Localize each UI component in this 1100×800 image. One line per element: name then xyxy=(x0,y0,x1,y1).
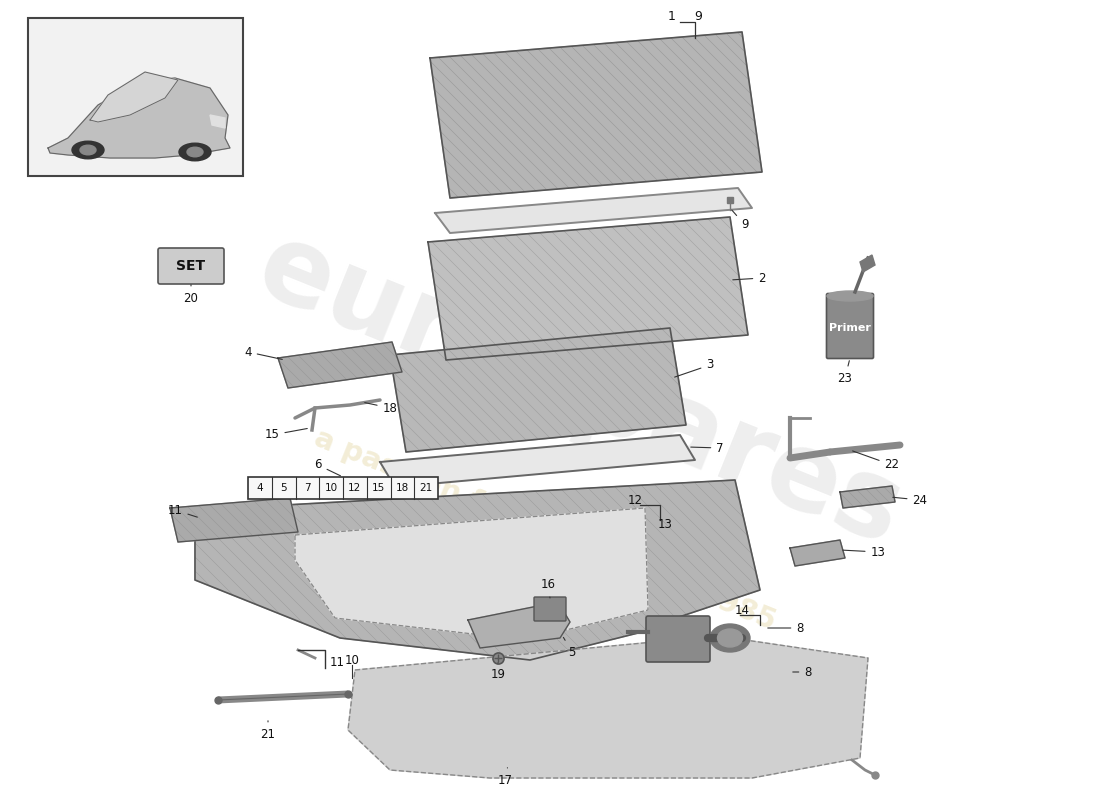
Ellipse shape xyxy=(80,146,96,154)
Polygon shape xyxy=(170,498,298,542)
Text: 12: 12 xyxy=(627,494,642,506)
Text: 20: 20 xyxy=(184,285,198,305)
Ellipse shape xyxy=(187,147,204,157)
Polygon shape xyxy=(430,32,762,198)
Polygon shape xyxy=(428,217,748,360)
Ellipse shape xyxy=(72,141,104,158)
Text: 11: 11 xyxy=(167,503,197,517)
Polygon shape xyxy=(840,486,895,508)
Ellipse shape xyxy=(717,629,743,647)
Text: 13: 13 xyxy=(843,546,886,558)
Polygon shape xyxy=(210,115,225,128)
Text: SET: SET xyxy=(176,259,206,273)
Text: 15: 15 xyxy=(265,429,307,442)
Text: 22: 22 xyxy=(852,451,900,471)
Text: 7: 7 xyxy=(691,442,724,454)
Text: a passion for parts since 1985: a passion for parts since 1985 xyxy=(310,424,780,636)
Text: eurospares: eurospares xyxy=(242,213,917,567)
Polygon shape xyxy=(90,72,178,122)
Text: 16: 16 xyxy=(540,578,556,598)
Polygon shape xyxy=(348,636,868,778)
Polygon shape xyxy=(390,328,686,452)
Text: 23: 23 xyxy=(837,361,852,385)
Text: 9: 9 xyxy=(732,210,749,231)
Text: 8: 8 xyxy=(768,622,804,634)
Text: 10: 10 xyxy=(344,654,360,666)
Ellipse shape xyxy=(827,291,873,301)
Polygon shape xyxy=(195,480,760,660)
Text: 19: 19 xyxy=(491,662,506,682)
Text: 8: 8 xyxy=(793,666,812,678)
Text: 12: 12 xyxy=(349,483,362,493)
FancyBboxPatch shape xyxy=(158,248,224,284)
Text: 9: 9 xyxy=(694,10,702,23)
FancyBboxPatch shape xyxy=(534,597,566,621)
Text: 21: 21 xyxy=(419,483,432,493)
Ellipse shape xyxy=(179,143,211,161)
Text: 10: 10 xyxy=(324,483,338,493)
Text: 21: 21 xyxy=(261,721,275,741)
Polygon shape xyxy=(434,188,752,233)
Polygon shape xyxy=(379,435,695,487)
Polygon shape xyxy=(860,255,875,272)
Text: 13: 13 xyxy=(658,518,672,531)
Polygon shape xyxy=(278,342,402,388)
Text: 3: 3 xyxy=(674,358,714,377)
Text: 4: 4 xyxy=(256,483,263,493)
Text: 7: 7 xyxy=(304,483,310,493)
Text: 18: 18 xyxy=(365,402,397,414)
Text: Primer: Primer xyxy=(829,323,871,333)
Text: 11: 11 xyxy=(330,655,345,669)
FancyBboxPatch shape xyxy=(826,294,873,358)
Text: 14: 14 xyxy=(735,603,749,617)
Polygon shape xyxy=(295,508,648,640)
Text: 24: 24 xyxy=(893,494,927,506)
Text: 5: 5 xyxy=(563,638,575,658)
Polygon shape xyxy=(790,540,845,566)
FancyBboxPatch shape xyxy=(646,616,710,662)
Text: 6: 6 xyxy=(315,458,341,476)
Bar xyxy=(248,477,438,499)
Text: 4: 4 xyxy=(244,346,283,359)
Text: 5: 5 xyxy=(280,483,287,493)
Text: 15: 15 xyxy=(372,483,385,493)
Text: 17: 17 xyxy=(497,768,513,786)
Text: 2: 2 xyxy=(733,271,766,285)
Ellipse shape xyxy=(710,624,750,652)
Bar xyxy=(28,18,243,176)
Polygon shape xyxy=(468,602,570,648)
Text: 1: 1 xyxy=(668,10,675,23)
Text: 18: 18 xyxy=(396,483,409,493)
Polygon shape xyxy=(48,78,230,158)
